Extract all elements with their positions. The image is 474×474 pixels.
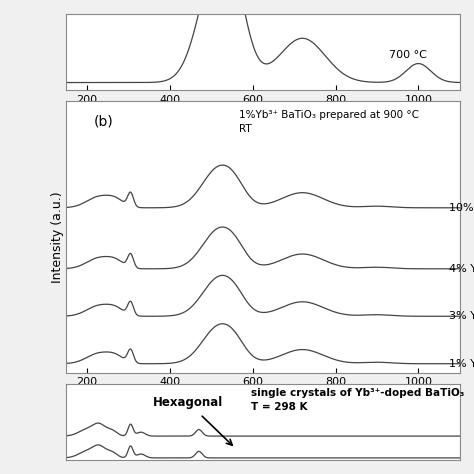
Text: 4% Yb: 4% Yb [449, 264, 474, 274]
Text: 10% Yb: 10% Yb [449, 203, 474, 213]
Text: single crystals of Yb³⁺-doped BaTiO₃
T = 298 K: single crystals of Yb³⁺-doped BaTiO₃ T =… [251, 388, 465, 411]
Text: 1% Yb: 1% Yb [449, 359, 474, 369]
Text: 1%Yb³⁺ BaTiO₃ prepared at 900 °C
RT: 1%Yb³⁺ BaTiO₃ prepared at 900 °C RT [239, 109, 419, 134]
X-axis label: Raman Shift (cm⁻¹): Raman Shift (cm⁻¹) [202, 393, 324, 406]
Text: 3% Yb: 3% Yb [449, 311, 474, 321]
X-axis label: Raman Shift (cm⁻¹): Raman Shift (cm⁻¹) [202, 110, 324, 124]
Text: 700 °C: 700 °C [389, 50, 427, 60]
Text: Hexagonal: Hexagonal [153, 396, 223, 410]
Y-axis label: Intensity (a.u.): Intensity (a.u.) [51, 191, 64, 283]
Text: (b): (b) [94, 115, 114, 129]
